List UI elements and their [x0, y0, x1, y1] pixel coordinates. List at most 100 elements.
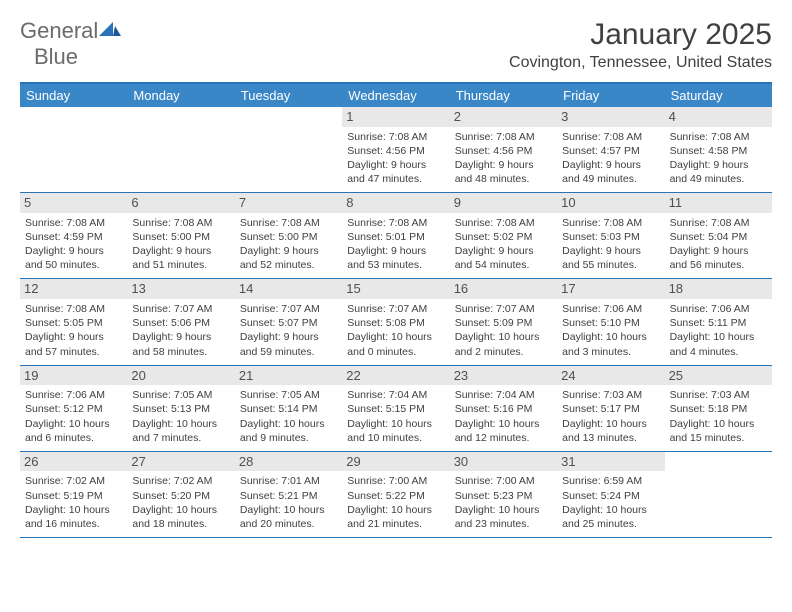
- day-info: Sunrise: 7:03 AMSunset: 5:18 PMDaylight:…: [670, 388, 767, 445]
- day-number: 1: [342, 107, 449, 127]
- day-number: 16: [450, 279, 557, 299]
- day-info: Sunrise: 7:07 AMSunset: 5:08 PMDaylight:…: [347, 302, 444, 359]
- day-cell: 1 Sunrise: 7:08 AMSunset: 4:56 PMDaylight…: [342, 107, 449, 192]
- weekday-header-row: SundayMondayTuesdayWednesdayThursdayFrid…: [20, 84, 772, 107]
- day-number: 19: [20, 366, 127, 386]
- day-cell: 17 Sunrise: 7:06 AMSunset: 5:10 PMDayligh…: [557, 279, 664, 364]
- day-cell: 8Sunrise: 7:08 AMSunset: 5:01 PMDaylight…: [342, 193, 449, 278]
- day-info: Sunrise: 7:08 AMSunset: 4:58 PMDaylight:…: [670, 130, 767, 187]
- day-cell: 3Sunrise: 7:08 AMSunset: 4:57 PMDaylight…: [557, 107, 664, 192]
- day-info: Sunrise: 7:08 AMSunset: 5:00 PMDaylight:…: [240, 216, 337, 273]
- logo-mark-icon: [99, 20, 121, 38]
- day-number: 6: [127, 193, 234, 213]
- day-cell: 11 Sunrise: 7:08 AMSunset: 5:04 PMDayligh…: [665, 193, 772, 278]
- day-cell-empty: [127, 107, 234, 192]
- weekday-header: Monday: [127, 84, 234, 107]
- day-cell: 9 Sunrise: 7:08 AMSunset: 5:02 PMDaylight…: [450, 193, 557, 278]
- day-info: Sunrise: 7:08 AMSunset: 5:04 PMDaylight:…: [670, 216, 767, 273]
- day-cell-empty: [665, 452, 772, 537]
- day-cell: 10Sunrise: 7:08 AMSunset: 5:03 PMDayligh…: [557, 193, 664, 278]
- day-info: Sunrise: 7:02 AMSunset: 5:19 PMDaylight:…: [25, 474, 122, 531]
- day-cell: 20Sunrise: 7:05 AMSunset: 5:13 PMDayligh…: [127, 366, 234, 451]
- week-row: 19Sunrise: 7:06 AMSunset: 5:12 PMDayligh…: [20, 366, 772, 452]
- day-number: 31: [557, 452, 664, 472]
- week-row: 5 Sunrise: 7:08 AMSunset: 4:59 PMDaylight…: [20, 193, 772, 279]
- logo: General Blue: [20, 18, 121, 70]
- day-info: Sunrise: 7:08 AMSunset: 5:05 PMDaylight:…: [25, 302, 122, 359]
- day-info: Sunrise: 7:07 AMSunset: 5:07 PMDaylight:…: [240, 302, 337, 359]
- day-info: Sunrise: 7:07 AMSunset: 5:06 PMDaylight:…: [132, 302, 229, 359]
- day-info: Sunrise: 7:08 AMSunset: 5:03 PMDaylight:…: [562, 216, 659, 273]
- day-cell: 14 Sunrise: 7:07 AMSunset: 5:07 PMDayligh…: [235, 279, 342, 364]
- day-number: 28: [235, 452, 342, 472]
- weekday-header: Wednesday: [342, 84, 449, 107]
- day-number: 21: [235, 366, 342, 386]
- day-info: Sunrise: 7:06 AMSunset: 5:10 PMDaylight:…: [562, 302, 659, 359]
- day-number: 2: [450, 107, 557, 127]
- day-info: Sunrise: 7:01 AMSunset: 5:21 PMDaylight:…: [240, 474, 337, 531]
- day-number: 18: [665, 279, 772, 299]
- day-cell: 23Sunrise: 7:04 AMSunset: 5:16 PMDayligh…: [450, 366, 557, 451]
- day-cell: 18Sunrise: 7:06 AMSunset: 5:11 PMDayligh…: [665, 279, 772, 364]
- day-number: 25: [665, 366, 772, 386]
- weekday-header: Friday: [557, 84, 664, 107]
- day-info: Sunrise: 7:04 AMSunset: 5:15 PMDaylight:…: [347, 388, 444, 445]
- day-info: Sunrise: 7:05 AMSunset: 5:13 PMDaylight:…: [132, 388, 229, 445]
- day-cell: 28Sunrise: 7:01 AMSunset: 5:21 PMDayligh…: [235, 452, 342, 537]
- day-number: 27: [127, 452, 234, 472]
- day-cell: 6 Sunrise: 7:08 AMSunset: 5:00 PMDaylight…: [127, 193, 234, 278]
- day-cell: 30Sunrise: 7:00 AMSunset: 5:23 PMDayligh…: [450, 452, 557, 537]
- day-cell: 22Sunrise: 7:04 AMSunset: 5:15 PMDayligh…: [342, 366, 449, 451]
- day-info: Sunrise: 7:00 AMSunset: 5:22 PMDaylight:…: [347, 474, 444, 531]
- day-cell-empty: [20, 107, 127, 192]
- logo-word-general: General: [20, 18, 98, 43]
- day-cell: 5 Sunrise: 7:08 AMSunset: 4:59 PMDaylight…: [20, 193, 127, 278]
- day-number: 11: [665, 193, 772, 213]
- day-cell: 16 Sunrise: 7:07 AMSunset: 5:09 PMDayligh…: [450, 279, 557, 364]
- day-cell: 27Sunrise: 7:02 AMSunset: 5:20 PMDayligh…: [127, 452, 234, 537]
- day-info: Sunrise: 7:08 AMSunset: 5:02 PMDaylight:…: [455, 216, 552, 273]
- title-block: January 2025 Covington, Tennessee, Unite…: [509, 18, 772, 72]
- day-info: Sunrise: 7:08 AMSunset: 5:01 PMDaylight:…: [347, 216, 444, 273]
- day-info: Sunrise: 7:07 AMSunset: 5:09 PMDaylight:…: [455, 302, 552, 359]
- day-cell: 2 Sunrise: 7:08 AMSunset: 4:56 PMDaylight…: [450, 107, 557, 192]
- day-number: 30: [450, 452, 557, 472]
- week-row: 26Sunrise: 7:02 AMSunset: 5:19 PMDayligh…: [20, 452, 772, 538]
- day-cell: 4Sunrise: 7:08 AMSunset: 4:58 PMDaylight…: [665, 107, 772, 192]
- day-info: Sunrise: 7:02 AMSunset: 5:20 PMDaylight:…: [132, 474, 229, 531]
- day-info: Sunrise: 7:00 AMSunset: 5:23 PMDaylight:…: [455, 474, 552, 531]
- day-number: 24: [557, 366, 664, 386]
- day-number: 29: [342, 452, 449, 472]
- day-cell: 12Sunrise: 7:08 AMSunset: 5:05 PMDayligh…: [20, 279, 127, 364]
- calendar-body: 1 Sunrise: 7:08 AMSunset: 4:56 PMDaylight…: [20, 107, 772, 538]
- day-info: Sunrise: 7:03 AMSunset: 5:17 PMDaylight:…: [562, 388, 659, 445]
- day-cell: 25Sunrise: 7:03 AMSunset: 5:18 PMDayligh…: [665, 366, 772, 451]
- day-info: Sunrise: 7:08 AMSunset: 4:56 PMDaylight:…: [455, 130, 552, 187]
- day-info: Sunrise: 7:04 AMSunset: 5:16 PMDaylight:…: [455, 388, 552, 445]
- logo-word-blue: Blue: [34, 44, 78, 69]
- day-number: 22: [342, 366, 449, 386]
- day-cell: 21Sunrise: 7:05 AMSunset: 5:14 PMDayligh…: [235, 366, 342, 451]
- day-number: 13: [127, 279, 234, 299]
- month-title: January 2025: [509, 18, 772, 52]
- day-number: 5: [20, 193, 127, 213]
- day-info: Sunrise: 7:06 AMSunset: 5:12 PMDaylight:…: [25, 388, 122, 445]
- day-number: 9: [450, 193, 557, 213]
- day-number: 14: [235, 279, 342, 299]
- weekday-header: Thursday: [450, 84, 557, 107]
- day-cell: 26Sunrise: 7:02 AMSunset: 5:19 PMDayligh…: [20, 452, 127, 537]
- logo-text: General Blue: [20, 18, 121, 70]
- day-cell: 7 Sunrise: 7:08 AMSunset: 5:00 PMDaylight…: [235, 193, 342, 278]
- day-cell: 24Sunrise: 7:03 AMSunset: 5:17 PMDayligh…: [557, 366, 664, 451]
- day-info: Sunrise: 7:08 AMSunset: 4:59 PMDaylight:…: [25, 216, 122, 273]
- day-info: Sunrise: 7:08 AMSunset: 4:56 PMDaylight:…: [347, 130, 444, 187]
- week-row: 12Sunrise: 7:08 AMSunset: 5:05 PMDayligh…: [20, 279, 772, 365]
- day-number: 26: [20, 452, 127, 472]
- day-info: Sunrise: 7:08 AMSunset: 4:57 PMDaylight:…: [562, 130, 659, 187]
- day-info: Sunrise: 7:08 AMSunset: 5:00 PMDaylight:…: [132, 216, 229, 273]
- day-number: 7: [235, 193, 342, 213]
- day-cell: 13 Sunrise: 7:07 AMSunset: 5:06 PMDayligh…: [127, 279, 234, 364]
- day-cell: 19Sunrise: 7:06 AMSunset: 5:12 PMDayligh…: [20, 366, 127, 451]
- day-number: 17: [557, 279, 664, 299]
- location-text: Covington, Tennessee, United States: [509, 54, 772, 72]
